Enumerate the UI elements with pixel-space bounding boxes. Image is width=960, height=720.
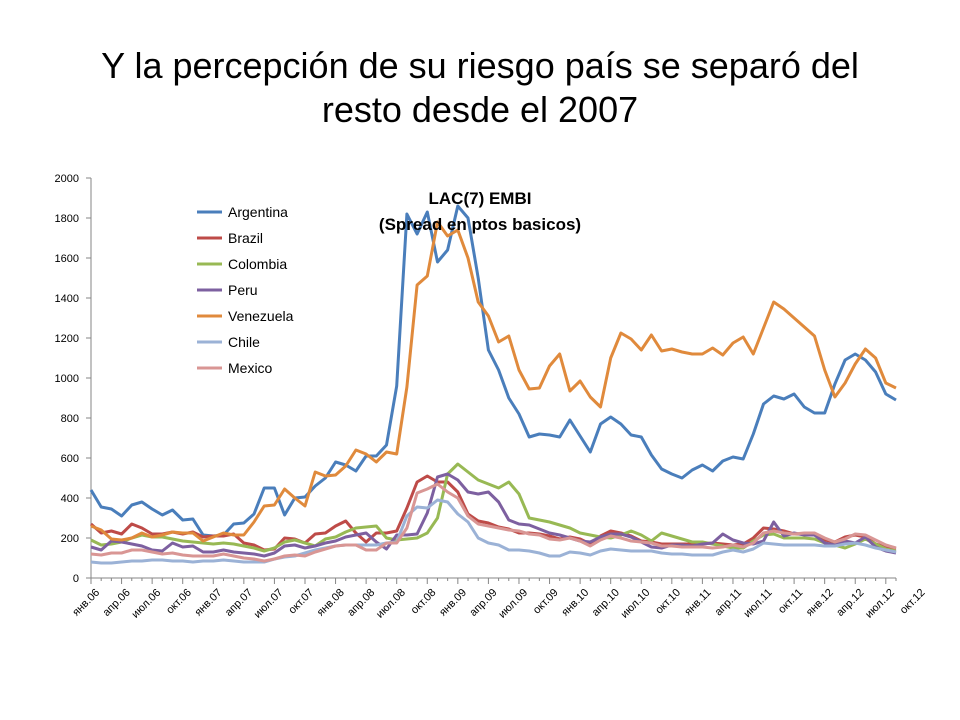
y-tick-label: 1400	[55, 293, 79, 305]
x-tick-label: янв.09	[437, 587, 469, 619]
x-tick-label: окт.07	[286, 587, 316, 617]
legend-label-chile: Chile	[228, 334, 260, 350]
x-tick-label: июл.09	[496, 587, 530, 621]
series-line-chile	[90, 498, 897, 565]
x-tick-label: апр.09	[467, 587, 499, 619]
x-tick-label: окт.06	[164, 587, 194, 617]
series-line-brazil	[90, 474, 897, 552]
y-tick-label: 200	[61, 533, 79, 545]
x-tick-label: окт.09	[531, 587, 561, 617]
chart-title: LAC(7) EMBI	[429, 189, 532, 208]
x-tick-label: июл.10	[619, 587, 653, 621]
y-tick-label: 1000	[55, 373, 79, 385]
series-line-peru	[90, 472, 897, 558]
legend-label-mexico: Mexico	[228, 360, 273, 376]
series-lines	[89, 204, 897, 565]
y-tick-label: 800	[61, 413, 79, 425]
slide-title-line-2: resto desde el 2007	[321, 89, 639, 130]
legend-label-brazil: Brazil	[228, 230, 263, 246]
x-tick-label: апр.06	[101, 587, 133, 619]
x-tick-label: апр.08	[345, 587, 377, 619]
y-tick-label: 2000	[55, 173, 79, 185]
x-tick-label: окт.11	[776, 587, 805, 616]
x-tick-label: янв.06	[70, 587, 102, 619]
x-tick-label: апр.07	[223, 587, 255, 619]
chart-subtitle: (Spread en ptos basicos)	[379, 215, 581, 234]
slide-title: Y la percepción de su riesgo país se sep…	[0, 44, 960, 132]
x-tick-label: апр.12	[834, 587, 866, 619]
legend-label-peru: Peru	[228, 282, 258, 298]
x-tick-label: окт.12	[898, 587, 928, 617]
x-tick-label: апр.10	[590, 587, 622, 619]
x-tick-label: окт.08	[409, 587, 439, 617]
series-line-venezuela	[90, 220, 897, 543]
x-tick-label: июл.11	[741, 587, 774, 620]
x-tick-label: окт.10	[653, 587, 683, 617]
legend-label-venezuela: Venezuela	[228, 308, 294, 324]
x-tick-label: янв.07	[193, 587, 225, 619]
x-tick-label: июл.12	[863, 587, 897, 621]
x-tick-label: июл.08	[374, 587, 408, 621]
x-tick-label: янв.12	[804, 587, 836, 619]
x-tick-label: янв.10	[559, 587, 591, 619]
x-tick-label: июл.07	[252, 587, 286, 621]
legend-label-argentina: Argentina	[228, 204, 288, 220]
chart-legend: Argentina Brazil Colombia Peru Venezuela Chil…	[197, 204, 294, 376]
y-tick-label: 1800	[55, 213, 79, 225]
y-tick-label: 600	[61, 453, 79, 465]
x-tick-label: апр.11	[713, 587, 745, 619]
legend-label-colombia: Colombia	[228, 256, 287, 272]
x-tick-label: янв.08	[315, 587, 347, 619]
y-tick-label: 1600	[55, 253, 79, 265]
y-tick-label: 1200	[55, 333, 79, 345]
slide-title-line-1: Y la percepción de su riesgo país se sep…	[101, 45, 859, 86]
y-tick-label: 0	[73, 573, 79, 585]
x-tick-label: янв.11	[682, 587, 713, 618]
y-tick-label: 400	[61, 493, 79, 505]
series-line-mexico	[90, 482, 897, 563]
x-tick-label: июл.06	[130, 587, 164, 621]
